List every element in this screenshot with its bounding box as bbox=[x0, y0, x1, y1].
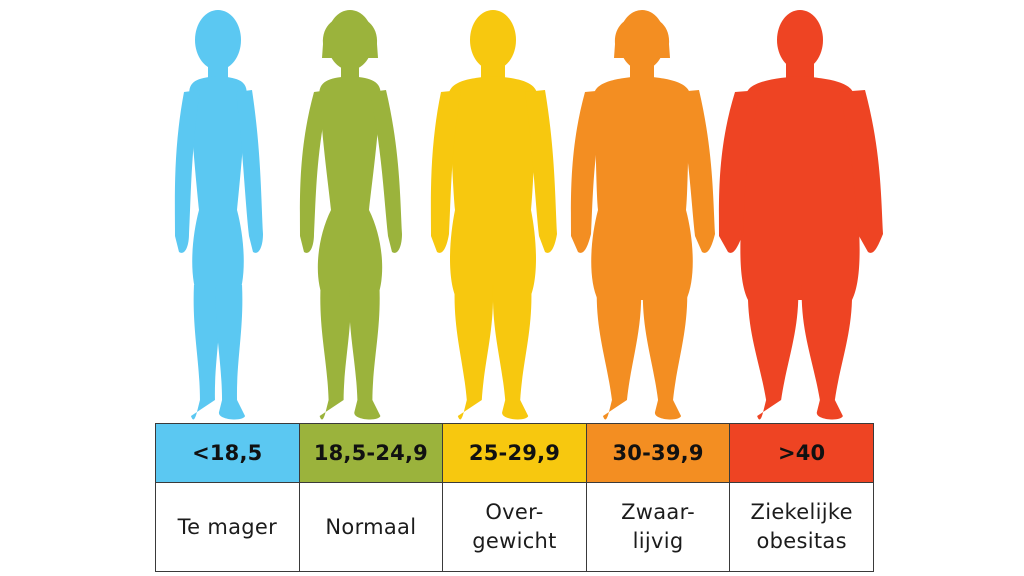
silhouette-slim bbox=[174, 10, 263, 420]
bmi-column-normal: 18,5-24,9 Normaal bbox=[299, 424, 444, 571]
bmi-range-overweight: 25-29,9 bbox=[443, 424, 586, 483]
bmi-column-underweight: <18,5 Te mager bbox=[156, 424, 300, 571]
bmi-table: <18,5 Te mager 18,5-24,9 Normaal 25-29,9… bbox=[155, 423, 874, 572]
silhouette-heavy bbox=[570, 10, 715, 420]
silhouette-obese bbox=[718, 10, 883, 420]
bmi-column-obese: 30-39,9 Zwaar- lijvig bbox=[586, 424, 731, 571]
bmi-label-obese: Zwaar- lijvig bbox=[621, 500, 696, 553]
body-silhouettes bbox=[174, 10, 883, 420]
bmi-range-normal: 18,5-24,9 bbox=[299, 424, 443, 483]
bmi-label-normal: Normaal bbox=[325, 514, 417, 539]
bmi-label-morbid-obese: Ziekelijke obesitas bbox=[750, 500, 853, 553]
bmi-range-obese: 30-39,9 bbox=[586, 424, 730, 483]
bmi-range-underweight: <18,5 bbox=[156, 424, 299, 483]
bmi-column-morbid-obese: >40 Ziekelijke obesitas bbox=[730, 424, 873, 571]
bmi-range-morbid-obese: >40 bbox=[730, 424, 873, 483]
bmi-label-overweight: Over- gewicht bbox=[472, 500, 557, 553]
silhouette-normal bbox=[299, 10, 402, 420]
silhouette-overweight bbox=[430, 10, 557, 420]
bmi-column-overweight: 25-29,9 Over- gewicht bbox=[443, 424, 587, 571]
bmi-label-underweight: Te mager bbox=[177, 514, 278, 539]
